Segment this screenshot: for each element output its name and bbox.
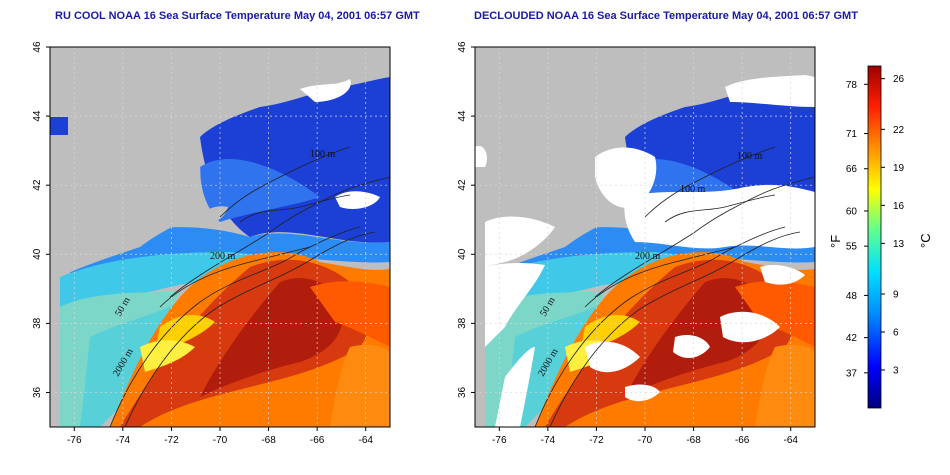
right-cloud-mask bbox=[485, 262, 545, 347]
lon-tick-label: -66 bbox=[735, 435, 750, 446]
celsius-tick-label: 6 bbox=[893, 328, 899, 339]
lon-tick-label: -76 bbox=[67, 435, 82, 446]
lon-tick-label: -72 bbox=[164, 435, 179, 446]
lon-tick-label: -74 bbox=[116, 435, 131, 446]
lon-tick-label: -72 bbox=[589, 435, 604, 446]
lat-tick-label: 44 bbox=[457, 110, 468, 122]
fahrenheit-tick-label: 78 bbox=[846, 80, 858, 91]
celsius-tick-label: 3 bbox=[893, 366, 899, 377]
right-cloud-mask bbox=[673, 335, 710, 359]
lat-tick-label: 36 bbox=[32, 386, 43, 398]
lat-tick-label: 46 bbox=[457, 41, 468, 53]
fahrenheit-tick-label: 48 bbox=[846, 291, 858, 302]
lat-tick-label: 42 bbox=[457, 179, 468, 191]
lat-tick-label: 40 bbox=[32, 248, 43, 260]
fahrenheit-tick-label: 55 bbox=[846, 242, 858, 253]
lon-tick-label: -76 bbox=[492, 435, 507, 446]
lon-tick-label: -68 bbox=[686, 435, 701, 446]
celsius-tick-label: 13 bbox=[893, 239, 905, 250]
right-cloud-mask bbox=[475, 146, 487, 167]
lat-tick-label: 38 bbox=[457, 317, 468, 329]
lat-tick-label: 42 bbox=[32, 179, 43, 191]
right-contour-label: 100 m bbox=[737, 151, 763, 162]
right-cloud-mask bbox=[585, 341, 640, 373]
colorbar: 26 22 19 16 13 9 6 3 78 71 66 60 55 48 42 37 °F °C bbox=[828, 65, 933, 409]
lat-tick-label: 46 bbox=[32, 41, 43, 53]
lat-tick-label: 44 bbox=[32, 110, 43, 122]
lon-tick-label: -70 bbox=[213, 435, 228, 446]
lon-tick-label: -70 bbox=[638, 435, 653, 446]
left-contour-label: 200 m bbox=[210, 251, 236, 262]
right-cloud-mask bbox=[495, 347, 535, 427]
fahrenheit-tick-label: 60 bbox=[846, 206, 858, 217]
fahrenheit-tick-label: 71 bbox=[846, 129, 858, 140]
celsius-tick-label: 26 bbox=[893, 74, 905, 85]
left-cloud-patch bbox=[300, 79, 351, 102]
celsius-tick-label: 19 bbox=[893, 163, 905, 174]
left-cape-cod bbox=[205, 206, 228, 222]
colorbar-fahrenheit-unit: °F bbox=[828, 235, 843, 248]
right-cloud-mask bbox=[760, 264, 805, 285]
lon-tick-label: -64 bbox=[783, 435, 798, 446]
map-axes: -76 -74 -72 -70 -68 -66 -64 46 44 42 40 38 36 -76 -74 -… bbox=[32, 41, 798, 446]
right-cloud-mask bbox=[725, 75, 815, 107]
right-contour-label: 200 m bbox=[635, 251, 661, 262]
fahrenheit-tick-label: 42 bbox=[846, 333, 858, 344]
fahrenheit-tick-label: 37 bbox=[846, 368, 858, 379]
colorbar-celsius-unit: °C bbox=[918, 233, 933, 248]
right-cloud-mask bbox=[624, 184, 815, 249]
right-grid bbox=[475, 46, 815, 427]
right-cloud-mask bbox=[625, 384, 660, 402]
lat-tick-label: 38 bbox=[32, 317, 43, 329]
left-inset-cold-patch bbox=[50, 117, 68, 135]
lon-tick-label: -64 bbox=[358, 435, 373, 446]
fahrenheit-tick-label: 66 bbox=[846, 164, 858, 175]
left-grid bbox=[50, 46, 390, 427]
right-cloud-mask bbox=[595, 147, 657, 208]
celsius-tick-label: 22 bbox=[893, 125, 905, 136]
right-contour-label: 100 m bbox=[680, 184, 706, 195]
left-contour-label: 100 m bbox=[310, 149, 336, 160]
right-land-mass bbox=[475, 47, 815, 427]
celsius-tick-label: 16 bbox=[893, 201, 905, 212]
lon-tick-label: -66 bbox=[310, 435, 325, 446]
right-cloud-mask bbox=[485, 216, 555, 267]
left-map-panel: 50 m 200 m 2000 m 100 m bbox=[49, 46, 391, 428]
left-panel-title: RU COOL NOAA 16 Sea Surface Temperature … bbox=[55, 10, 420, 22]
celsius-tick-label: 9 bbox=[893, 290, 899, 301]
lon-tick-label: -68 bbox=[261, 435, 276, 446]
left-land-mass bbox=[50, 47, 390, 427]
right-cloud-mask bbox=[720, 311, 780, 343]
lon-tick-label: -74 bbox=[541, 435, 556, 446]
left-nova-scotia bbox=[290, 47, 390, 89]
colorbar-ticks: 26 22 19 16 13 9 6 3 78 71 66 60 55 48 42 37 bbox=[846, 74, 905, 379]
right-panel-title: DECLOUDED NOAA 16 Sea Surface Temperatur… bbox=[474, 10, 858, 22]
lat-tick-label: 40 bbox=[457, 248, 468, 260]
right-map-panel: 50 m 200 m 2000 m 100 m 100 m bbox=[474, 46, 816, 428]
lat-tick-label: 36 bbox=[457, 386, 468, 398]
colorbar-gradient bbox=[867, 65, 882, 409]
